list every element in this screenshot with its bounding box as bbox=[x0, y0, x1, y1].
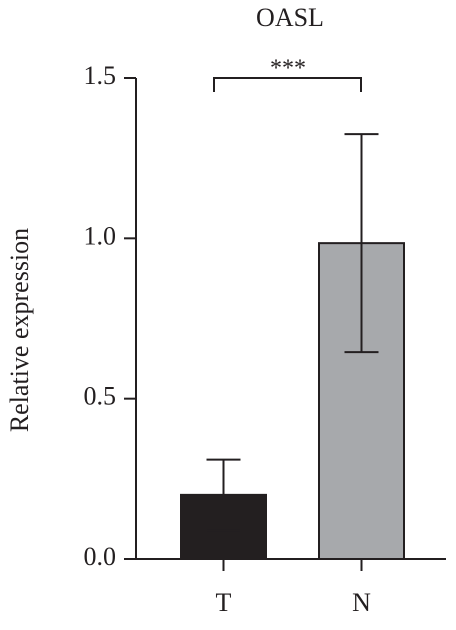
x-tick-label: N bbox=[352, 588, 371, 617]
significance-label: *** bbox=[270, 56, 306, 82]
x-tick-label: T bbox=[216, 588, 232, 617]
y-tick-label: 0.5 bbox=[84, 382, 117, 411]
chart-title: OASL bbox=[256, 3, 324, 32]
y-tick-label: 1.0 bbox=[84, 221, 117, 250]
y-tick-label: 0.0 bbox=[84, 542, 117, 571]
y-axis-label: Relative expression bbox=[5, 228, 34, 432]
significance-bracket bbox=[213, 77, 362, 92]
y-tick-label: 1.5 bbox=[84, 61, 117, 90]
